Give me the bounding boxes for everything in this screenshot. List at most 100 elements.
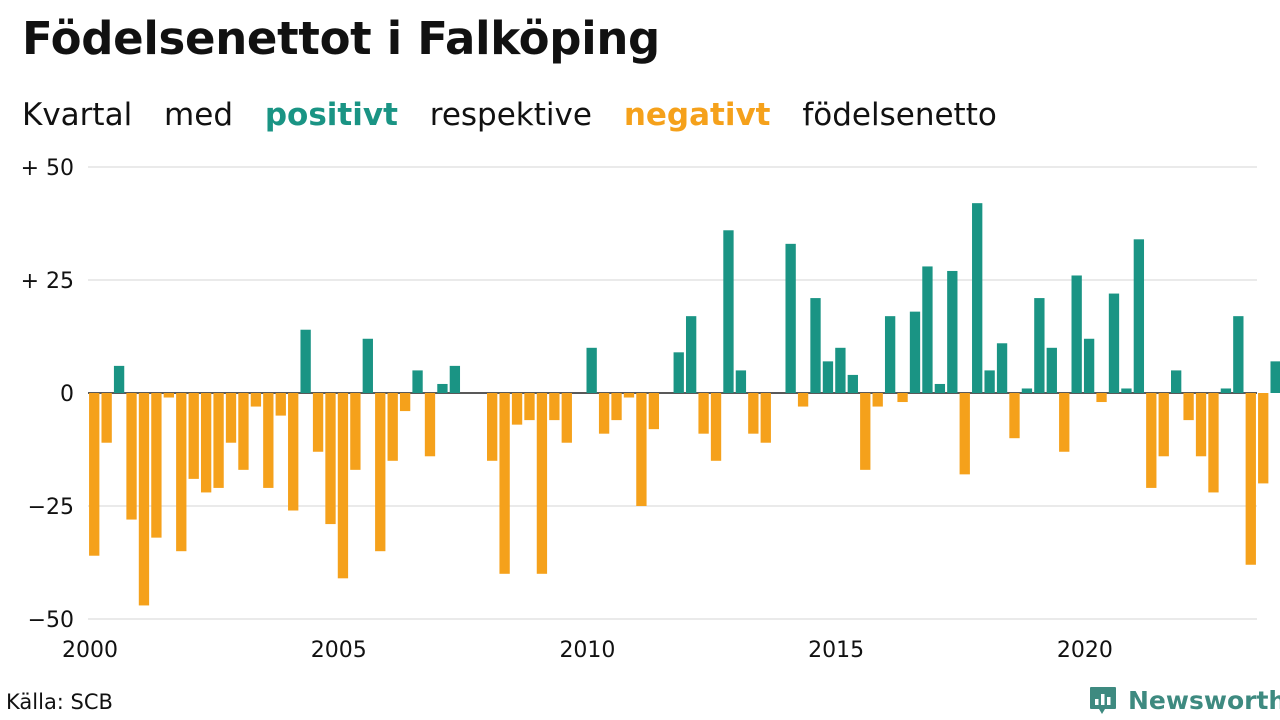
y-tick-label: −50: [28, 608, 74, 633]
x-tick-label: 2010: [559, 638, 615, 663]
bar: [275, 393, 286, 416]
bar: [710, 393, 722, 461]
bar: [835, 347, 846, 393]
bar: [1046, 347, 1057, 393]
bar: [636, 393, 647, 506]
bar: [822, 361, 834, 393]
bar: [1233, 316, 1244, 393]
x-axis-tick-labels: 2000 2005 2010 2015 2020: [62, 638, 1113, 663]
y-tick-label: + 25: [21, 269, 74, 294]
bar: [1270, 361, 1280, 393]
bar: [337, 393, 349, 579]
bar: [586, 347, 597, 393]
bar: [387, 393, 398, 461]
bar: [1121, 388, 1132, 393]
bar: [598, 393, 610, 434]
subtitle-negative-label: negativt: [623, 97, 771, 133]
bar: [101, 393, 112, 443]
bar: [412, 370, 423, 393]
bar: [959, 393, 970, 475]
bar: [263, 393, 274, 488]
bar: [1245, 393, 1256, 565]
bar: [238, 393, 249, 470]
bar: [922, 266, 933, 393]
x-tick-label: 2020: [1057, 638, 1113, 663]
bar: [1220, 388, 1232, 393]
bar: [188, 393, 199, 479]
bar: [673, 352, 684, 393]
y-tick-label: + 50: [21, 156, 74, 181]
bar: [1183, 393, 1194, 421]
subtitle-word: med: [164, 97, 233, 133]
bar: [424, 393, 436, 457]
bar: [213, 393, 224, 488]
bar: [113, 365, 125, 393]
subtitle-word: födelsenetto: [802, 97, 997, 133]
bar: [89, 393, 100, 556]
bar: [375, 393, 386, 552]
chart-subtitle: Kvartal med positivt respektive negativt…: [22, 97, 1019, 133]
bar: [1133, 239, 1145, 393]
bar: [984, 370, 995, 393]
bar: [748, 393, 759, 434]
bar: [947, 270, 958, 393]
bar: [860, 393, 871, 470]
bar: [350, 393, 361, 470]
bar: [138, 393, 150, 606]
bar: [176, 393, 187, 552]
bar: [1096, 393, 1107, 403]
bar: [934, 383, 946, 393]
bar: [126, 393, 137, 520]
bar: [1208, 393, 1219, 493]
bar-chart-speech-bubble-icon: [1090, 687, 1116, 714]
bar: [1009, 393, 1020, 439]
bar: [399, 393, 411, 412]
y-axis-tick-labels: + 50 + 25 0 −25 −50: [21, 156, 74, 633]
bar: [723, 230, 734, 393]
bar: [200, 393, 212, 493]
bar: [884, 316, 896, 393]
bar: [487, 393, 498, 461]
bar: [1258, 393, 1269, 484]
bar-chart: + 50 + 25 0 −25 −50 2000 2005 2010 2015 2020: [21, 156, 1280, 663]
bar: [1034, 298, 1045, 393]
bar: [810, 298, 821, 393]
bar: [611, 393, 622, 421]
x-tick-label: 2000: [62, 638, 118, 663]
bar: [1195, 393, 1207, 457]
bar: [897, 393, 908, 403]
bar: [163, 393, 174, 398]
bar: [698, 393, 709, 434]
bar: [250, 393, 262, 407]
bar: [561, 393, 572, 443]
bar: [1059, 393, 1070, 452]
bar: [549, 393, 560, 421]
bar: [300, 329, 311, 393]
bar: [797, 393, 809, 407]
y-tick-label: 0: [60, 382, 74, 407]
bar: [312, 393, 324, 452]
subtitle-word: respektive: [429, 97, 592, 133]
bar: [449, 365, 461, 393]
brand-name: Newsworthy: [1128, 685, 1280, 715]
bar: [225, 393, 237, 443]
bar: [847, 374, 858, 393]
bar: [288, 393, 299, 511]
bar: [972, 203, 983, 393]
bar: [524, 393, 535, 421]
bar: [909, 311, 921, 393]
bar: [1158, 393, 1169, 457]
bars: [89, 203, 1280, 606]
bar: [872, 393, 883, 407]
bar: [511, 393, 523, 425]
bar: [996, 343, 1008, 393]
bar: [437, 383, 448, 393]
bar: [1021, 388, 1033, 393]
bar: [499, 393, 510, 574]
bar: [325, 393, 336, 525]
bar: [1146, 393, 1157, 488]
bar: [151, 393, 162, 538]
source-note: Källa: SCB: [6, 690, 113, 714]
bar: [1171, 370, 1182, 393]
x-tick-label: 2005: [311, 638, 367, 663]
